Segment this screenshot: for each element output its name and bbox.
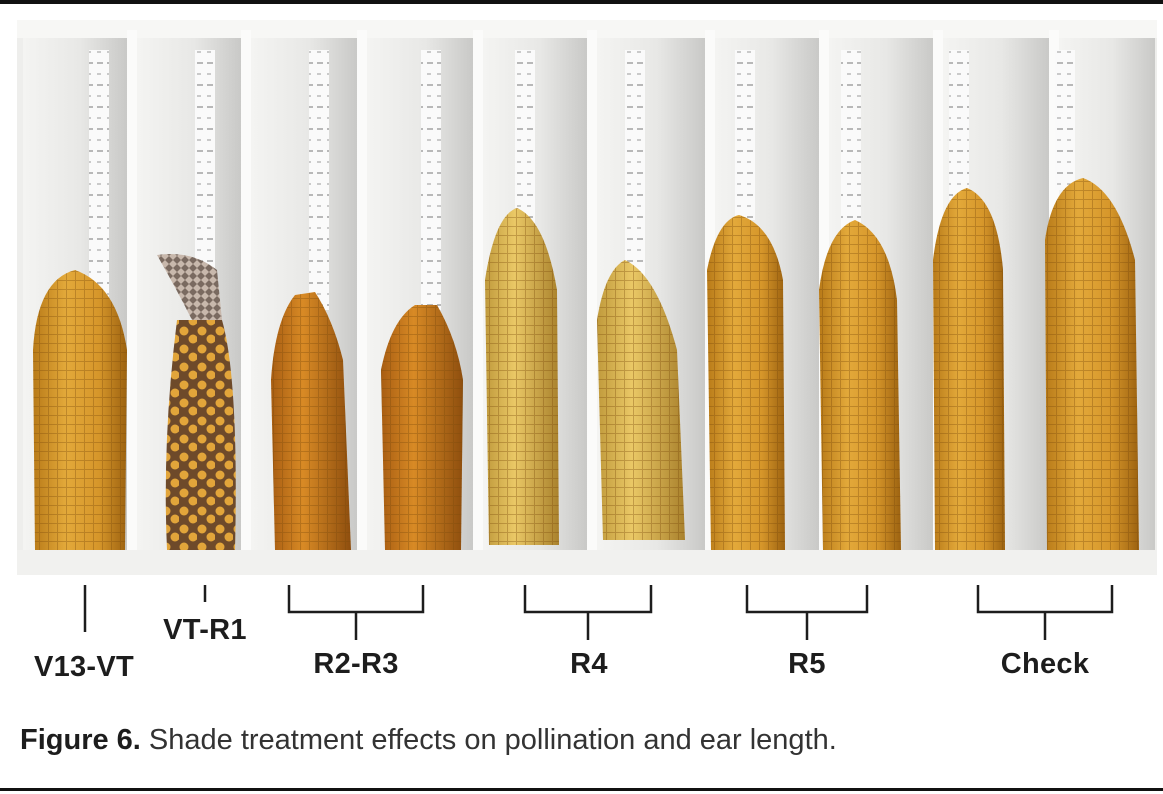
group-label-r2-r3: R2-R3 — [313, 648, 399, 680]
group-label-v13-vt: V13-VT — [33, 651, 135, 683]
bracket-r4 — [523, 585, 653, 640]
bracket-r5 — [745, 585, 869, 640]
figure-caption-text: Shade treatment effects on pollination a… — [148, 724, 837, 756]
top-rule — [0, 0, 1163, 4]
group-label-check: Check — [1000, 648, 1090, 680]
figure-caption-prefix: Figure 6. — [20, 724, 141, 756]
group-label-r5: R5 — [788, 648, 826, 680]
corn-ears-photo — [17, 20, 1157, 575]
bottom-rule — [0, 788, 1163, 791]
figure-caption: Figure 6. Shade treatment effects on pol… — [20, 724, 837, 757]
group-label-r4: R4 — [570, 648, 608, 680]
group-label-vt-r1: VT-R1 — [163, 614, 247, 646]
bracket-r2-r3 — [287, 585, 425, 640]
bracket-check — [976, 585, 1114, 640]
